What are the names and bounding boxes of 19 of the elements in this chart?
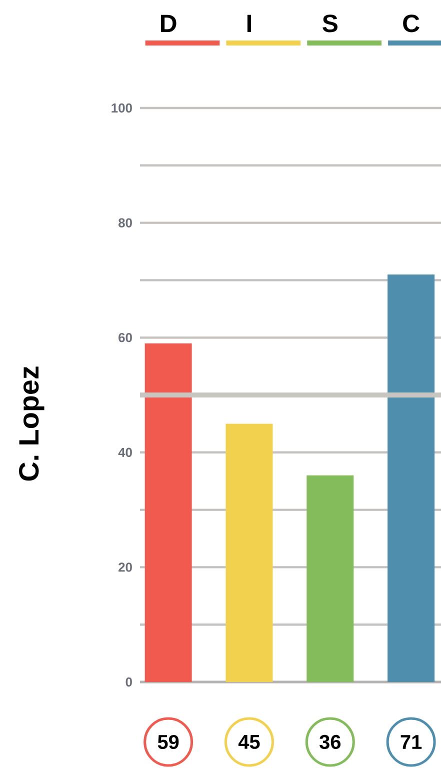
x-tick-label: S xyxy=(322,14,338,32)
x-tick-label: I xyxy=(247,14,252,32)
bar xyxy=(144,343,192,682)
data-label: 71 xyxy=(400,735,422,749)
y-tick-label: 20 xyxy=(118,562,132,572)
bar xyxy=(226,424,273,682)
data-label: 45 xyxy=(238,735,260,749)
y-tick-label: 100 xyxy=(112,103,132,113)
data-label: 59 xyxy=(158,734,179,750)
x-tick-label: C xyxy=(403,14,420,32)
y-tick-label: 0 xyxy=(126,677,132,687)
y-axis-title: C. Lopez xyxy=(19,366,44,481)
y-tick-label: 60 xyxy=(118,333,132,342)
y-tick-label: 80 xyxy=(118,218,132,228)
data-label: 36 xyxy=(320,734,341,750)
bar xyxy=(306,475,354,682)
y-tick-label: 40 xyxy=(118,448,132,457)
bar xyxy=(388,274,435,682)
x-tick-label: D xyxy=(160,14,176,32)
